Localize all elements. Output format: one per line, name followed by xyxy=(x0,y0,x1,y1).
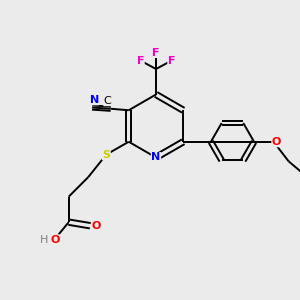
Text: F: F xyxy=(168,56,176,66)
Text: O: O xyxy=(272,137,281,147)
Text: O: O xyxy=(50,235,60,245)
Text: O: O xyxy=(92,221,101,231)
Text: N: N xyxy=(152,152,160,163)
Text: F: F xyxy=(152,47,160,58)
Text: C: C xyxy=(104,96,112,106)
Text: H: H xyxy=(40,235,48,245)
Text: S: S xyxy=(102,150,110,160)
Text: F: F xyxy=(136,56,144,66)
Text: N: N xyxy=(90,95,99,105)
